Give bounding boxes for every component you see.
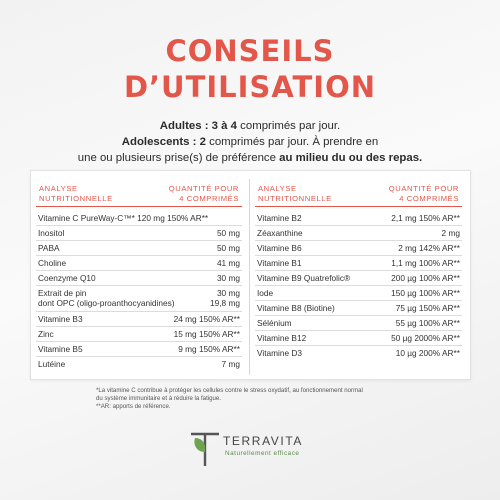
nutrient-name: Vitamine B2 xyxy=(257,213,302,223)
nutrient-quantity: 150 µg 100% AR** xyxy=(391,288,460,298)
header-quantity: QUANTITÉ POUR xyxy=(168,184,239,193)
nutrient-quantity: 200 µg 100% AR** xyxy=(391,273,460,283)
nutrient-name: Zinc xyxy=(38,329,54,339)
brand-logo: TERRAVITA Naturellement efficace xyxy=(188,426,318,476)
footnote-ar: **AR: apports de référence. xyxy=(96,403,171,410)
brand-tagline: Naturellement efficace xyxy=(225,450,300,457)
table-row: Vitamine B12 50 µg 2000% AR** xyxy=(255,331,462,346)
teens-dose: Adolescents : 2 xyxy=(121,136,206,148)
nutrient-name: Lutéine xyxy=(38,359,66,369)
column-header: ANALYSE NUTRITIONNELLE QUANTITÉ POUR 4 C… xyxy=(36,171,242,211)
nutrient-name: Zéaxanthine xyxy=(257,228,303,238)
footnote-vitamin-c: *La vitamine C contribue à protéger les … xyxy=(96,387,363,394)
nutrition-column-left: ANALYSE NUTRITIONNELLE QUANTITÉ POUR 4 C… xyxy=(36,171,242,372)
table-row: Vitamine B6 2 mg 142% AR** xyxy=(255,241,462,256)
header-quantity: QUANTITÉ POUR xyxy=(388,184,459,193)
nutrient-quantity: 24 mg 150% AR** xyxy=(173,314,240,324)
nutrient-quantity: 50 µg 2000% AR** xyxy=(391,333,460,343)
adults-rest: comprimés par jour. xyxy=(237,120,341,132)
timing-bold: au milieu du ou des repas. xyxy=(279,152,423,164)
leaf-t-logo-icon xyxy=(191,432,219,466)
table-row: Vitamine C PureWay-C™* 120 mg 150% AR** xyxy=(36,211,242,226)
nutrient-quantity: 41 mg xyxy=(216,258,240,268)
title-line-2: D’UTILISATION xyxy=(123,70,377,104)
nutrient-name: Choline xyxy=(38,258,67,268)
header-nutrition: NUTRITIONNELLE xyxy=(258,194,332,203)
nutrient-quantity: 30 mg xyxy=(216,273,240,283)
intro-timing: une ou plusieurs prise(s) de préférence … xyxy=(0,150,500,166)
table-row: Choline 41 mg xyxy=(36,256,242,271)
table-row: Vitamine B8 (Biotine) 75 µg 150% AR** xyxy=(255,301,462,316)
footnote-vitamin-c-cont: du système immunitaire et à réduire la f… xyxy=(96,395,221,402)
nutrient-name: Vitamine D3 xyxy=(257,348,303,358)
timing-text: une ou plusieurs prise(s) de préférence xyxy=(77,152,280,164)
table-row: Vitamine B1 1,1 mg 100% AR** xyxy=(255,256,462,271)
nutrition-column-right: ANALYSE NUTRITIONNELLE QUANTITÉ POUR 4 C… xyxy=(255,171,462,361)
nutrient-quantity: 15 mg 150% AR** xyxy=(173,329,240,339)
header-tablets: 4 COMPRIMÉS xyxy=(399,194,459,203)
nutrient-name: Vitamine B12 xyxy=(257,333,307,343)
nutrient-quantity: 1,1 mg 100% AR** xyxy=(391,258,460,268)
table-row: Vitamine B3 24 mg 150% AR** xyxy=(36,312,242,327)
header-analysis: ANALYSE xyxy=(39,184,78,193)
nutrient-quantity: 10 µg 200% AR** xyxy=(395,348,460,358)
header-divider xyxy=(36,206,242,207)
header-tablets: 4 COMPRIMÉS xyxy=(179,194,239,203)
nutrient-name: PABA xyxy=(38,243,60,253)
nutrient-name: Vitamine B6 xyxy=(257,243,302,253)
column-header: ANALYSE NUTRITIONNELLE QUANTITÉ POUR 4 C… xyxy=(255,171,462,211)
table-row: Vitamine B5 9 mg 150% AR** xyxy=(36,342,242,357)
table-row: Zinc 15 mg 150% AR** xyxy=(36,327,242,342)
nutrient-name: Inositol xyxy=(38,228,65,238)
nutrient-quantity: 30 mg 19,8 mg xyxy=(210,288,240,308)
nutrient-quantity: 75 µg 150% AR** xyxy=(395,303,460,313)
intro-adults: Adultes : 3 à 4 comprimés par jour. xyxy=(0,118,500,134)
header-analysis: ANALYSE xyxy=(258,184,297,193)
table-row: Zéaxanthine 2 mg xyxy=(255,226,462,241)
column-divider xyxy=(249,179,250,375)
nutrient-quantity: 2 mg xyxy=(441,228,460,238)
header-divider xyxy=(255,206,462,207)
rows-left: Vitamine C PureWay-C™* 120 mg 150% AR** I… xyxy=(36,211,242,372)
table-row: Sélénium 55 µg 100% AR** xyxy=(255,316,462,331)
nutrient-name: Vitamine C PureWay-C™* 120 mg 150% AR** xyxy=(38,213,209,223)
nutrient-quantity: 50 mg xyxy=(216,228,240,238)
nutrient-quantity: 2 mg 142% AR** xyxy=(398,243,460,253)
nutrient-quantity: 55 µg 100% AR** xyxy=(395,318,460,328)
table-row: Vitamine B9 Quatrefolic® 200 µg 100% AR** xyxy=(255,271,462,286)
rows-right: Vitamine B2 2,1 mg 150% AR** Zéaxanthine 2 … xyxy=(255,211,462,361)
table-row: Vitamine D3 10 µg 200% AR** xyxy=(255,346,462,361)
table-row: Coenzyme Q10 30 mg xyxy=(36,271,242,286)
nutrient-name: Iode xyxy=(257,288,274,298)
nutrient-quantity: 50 mg xyxy=(216,243,240,253)
footnotes: *La vitamine C contribue à protéger les … xyxy=(96,387,436,411)
nutrient-name: Vitamine B5 xyxy=(38,344,83,354)
nutrient-name: Coenzyme Q10 xyxy=(38,273,96,283)
nutrient-quantity: 9 mg 150% AR** xyxy=(178,344,240,354)
teens-rest: comprimés par jour. À prendre en xyxy=(205,136,379,148)
table-row: Extrait de pin dont OPC (oligo-proanthocy… xyxy=(36,286,242,312)
table-row: Lutéine 7 mg xyxy=(36,357,242,372)
nutrient-name: Vitamine B1 xyxy=(257,258,302,268)
nutrient-quantity: 2,1 mg 150% AR** xyxy=(391,213,460,223)
nutrient-name: Vitamine B9 Quatrefolic® xyxy=(257,273,351,283)
nutrient-name: Vitamine B8 (Biotine) xyxy=(257,303,335,313)
nutrient-name: Vitamine B3 xyxy=(38,314,83,324)
brand-name: TERRAVITA xyxy=(223,434,303,448)
table-row: PABA 50 mg xyxy=(36,241,242,256)
table-row: Vitamine B2 2,1 mg 150% AR** xyxy=(255,211,462,226)
nutrient-name: Sélénium xyxy=(257,318,292,328)
table-row: Inositol 50 mg xyxy=(36,226,242,241)
nutrition-table: ANALYSE NUTRITIONNELLE QUANTITÉ POUR 4 C… xyxy=(30,170,471,380)
nutrient-quantity: 7 mg xyxy=(221,359,240,369)
title-line-1: CONSEILS xyxy=(165,34,335,68)
intro-teens: Adolescents : 2 comprimés par jour. À pr… xyxy=(0,134,500,150)
nutrient-name: Extrait de pin dont OPC (oligo-proanthocy… xyxy=(38,288,175,308)
header-nutrition: NUTRITIONNELLE xyxy=(39,194,113,203)
adults-dose: Adultes : 3 à 4 xyxy=(159,120,238,132)
table-row: Iode 150 µg 100% AR** xyxy=(255,286,462,301)
